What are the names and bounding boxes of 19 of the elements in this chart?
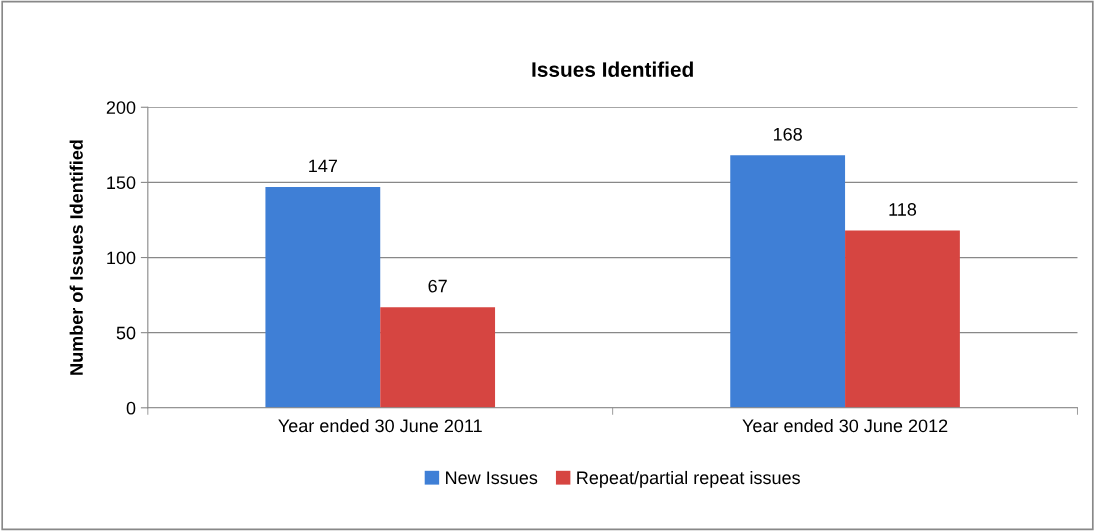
- bar: [380, 307, 496, 408]
- bar: [730, 155, 846, 408]
- x-tick-label: Year ended 30 June 2011: [278, 418, 482, 433]
- y-axis-title: Number of Issues Identified: [69, 140, 83, 375]
- data-label: 168: [773, 127, 802, 141]
- legend-label: Repeat/partial repeat issues: [577, 470, 800, 488]
- y-tick-label: 0: [126, 401, 136, 415]
- chart-title: Issues Identified: [532, 61, 693, 77]
- bar: [265, 186, 381, 408]
- bar: [845, 230, 960, 408]
- data-label: 118: [889, 203, 917, 216]
- x-tick-label: Year ended 30 June 2012: [742, 418, 948, 433]
- y-tick-label: 50: [116, 326, 136, 340]
- y-tick-label: 100: [107, 251, 136, 265]
- data-label: 147: [309, 159, 337, 173]
- y-tick-label: 200: [106, 101, 136, 114]
- legend-label: New Issues: [446, 471, 538, 485]
- data-label: 67: [428, 279, 447, 293]
- y-tick-label: 150: [107, 176, 136, 190]
